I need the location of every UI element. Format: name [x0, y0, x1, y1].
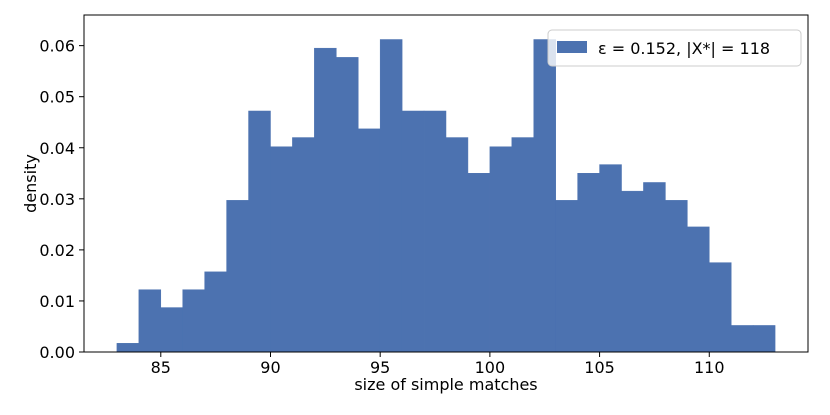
y-tick-label: 0.00 — [39, 343, 75, 362]
legend: ε = 0.152, |X*| = 118 — [547, 29, 802, 67]
histogram-bar — [621, 190, 644, 353]
x-tick-label: 110 — [694, 358, 725, 377]
y-axis-title: density — [21, 154, 40, 213]
legend-label: ε = 0.152, |X*| = 118 — [598, 39, 770, 58]
y-axis-ticks: 0.00 0.01 0.02 0.03 0.04 0.05 0.06 — [39, 37, 84, 362]
y-tick-label: 0.04 — [39, 139, 75, 158]
x-tick-label: 85 — [151, 358, 171, 377]
histogram-bar — [248, 110, 271, 353]
x-tick-label: 100 — [475, 358, 506, 377]
histogram-bar — [643, 182, 666, 353]
plot-frame — [83, 14, 809, 353]
histogram-bar — [555, 200, 578, 353]
histogram-bar — [182, 289, 205, 353]
histogram-bar — [270, 146, 293, 353]
histogram-bar — [533, 39, 556, 353]
histogram-bar — [379, 39, 403, 353]
x-tick-label: 105 — [584, 358, 615, 377]
x-axis-ticks: 85 90 95 100 105 110 — [151, 352, 725, 377]
histogram-bar — [709, 262, 732, 353]
histogram-bar — [314, 47, 337, 353]
histogram-bar — [226, 200, 249, 353]
legend-box — [547, 29, 802, 67]
histogram-bar — [204, 271, 227, 353]
histogram-bar — [511, 137, 535, 353]
histogram-bar — [577, 173, 600, 353]
y-tick-label: 0.05 — [39, 88, 75, 107]
bars-group — [116, 39, 776, 353]
y-tick-label: 0.06 — [39, 37, 75, 56]
histogram-bar — [665, 200, 688, 353]
x-tick-label: 90 — [260, 358, 280, 377]
histogram-bar — [336, 57, 359, 353]
y-tick-label: 0.02 — [39, 241, 75, 260]
x-tick-label: 95 — [370, 358, 390, 377]
histogram-bar — [687, 226, 710, 353]
histogram-bar — [467, 173, 491, 353]
y-tick-label: 0.03 — [39, 190, 75, 209]
histogram-bar — [489, 146, 513, 353]
histogram-bar — [292, 137, 315, 353]
histogram-bar — [599, 164, 622, 353]
y-tick-label: 0.01 — [39, 292, 75, 311]
histogram-bar — [423, 110, 447, 353]
histogram-bar — [160, 307, 183, 353]
histogram-bar — [138, 289, 162, 353]
legend-swatch — [557, 41, 587, 53]
histogram-bar — [116, 343, 140, 353]
histogram-bar — [752, 325, 776, 353]
histogram-bar — [445, 137, 469, 353]
histogram-bar — [401, 110, 425, 353]
histogram-bar — [357, 128, 381, 353]
histogram-bar — [730, 325, 754, 353]
x-axis-title: size of simple matches — [354, 375, 537, 394]
